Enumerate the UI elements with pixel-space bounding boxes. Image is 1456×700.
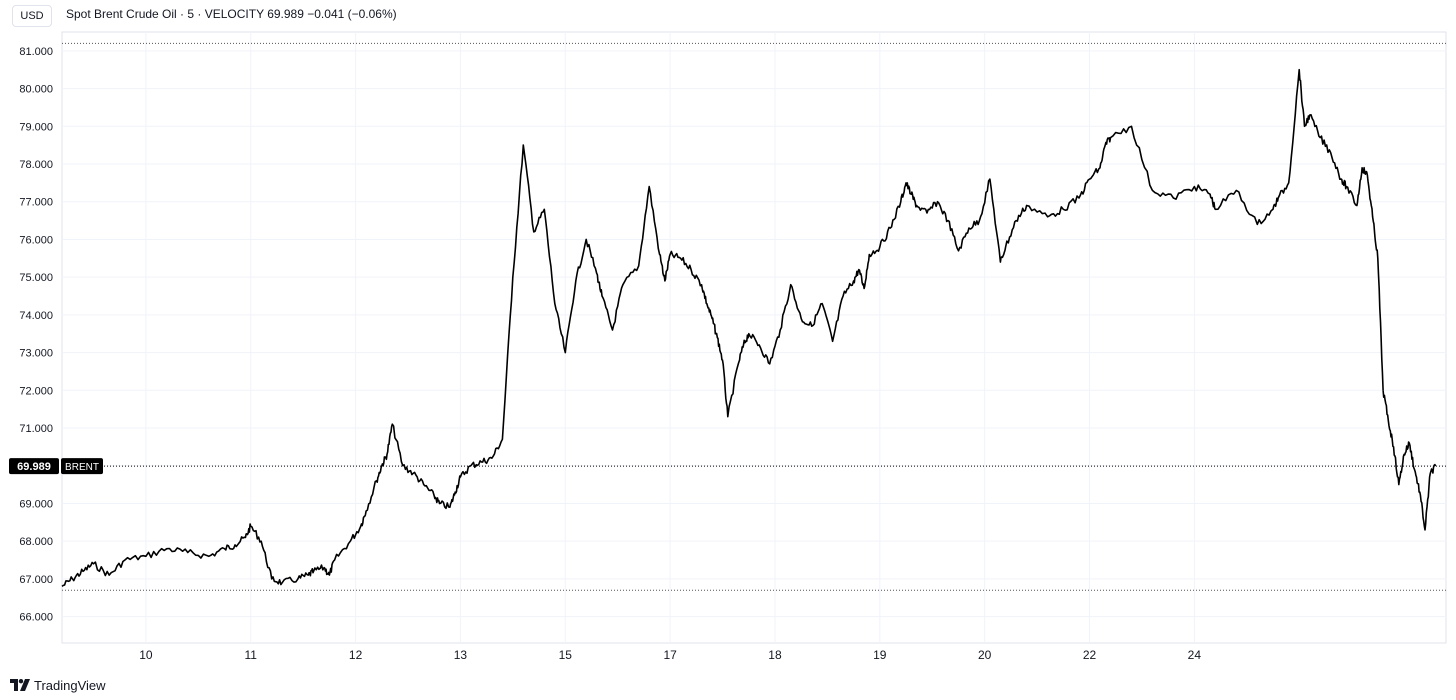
chart-header: USD Spot Brent Crude Oil · 5 · VELOCITY … (0, 0, 1456, 32)
x-tick-label: 20 (978, 648, 992, 662)
x-tick-label: 13 (454, 648, 468, 662)
x-tick-label: 12 (349, 648, 363, 662)
y-tick-label: 68.000 (19, 536, 53, 548)
y-tick-label: 67.000 (19, 574, 53, 586)
y-tick-label: 80.000 (19, 84, 53, 96)
tradingview-brand[interactable]: TradingView (10, 675, 106, 695)
x-tick-label: 10 (139, 648, 153, 662)
x-tick-label: 24 (1188, 648, 1202, 662)
y-tick-label: 73.000 (19, 348, 53, 360)
y-tick-label: 66.000 (19, 612, 53, 624)
legend-change: −0.041 (−0.06%) (307, 7, 397, 21)
legend-title: Spot Brent Crude Oil · 5 · VELOCITY (66, 7, 264, 21)
price-series-line (1382, 390, 1437, 531)
chart-legend: Spot Brent Crude Oil · 5 · VELOCITY 69.9… (66, 7, 397, 21)
y-tick-label: 77.000 (19, 197, 53, 209)
legend-value: 69.989 (267, 7, 304, 21)
y-tick-label: 76.000 (19, 234, 53, 246)
brand-label: TradingView (34, 677, 106, 693)
x-tick-label: 11 (244, 648, 257, 662)
y-tick-label: 69.000 (19, 498, 53, 510)
x-tick-label: 18 (768, 648, 782, 662)
price-tag-symbol: BRENT (65, 462, 99, 473)
y-tick-label: 72.000 (19, 385, 53, 397)
y-tick-label: 75.000 (19, 272, 53, 284)
tradingview-logo-icon (10, 679, 30, 691)
y-tick-label: 81.000 (19, 46, 53, 58)
currency-button[interactable]: USD (12, 5, 52, 27)
y-tick-label: 74.000 (19, 310, 53, 322)
x-tick-label: 17 (663, 648, 677, 662)
y-tick-label: 71.000 (19, 423, 53, 435)
y-tick-label: 79.000 (19, 121, 53, 133)
price-tag-symbol-box (61, 458, 103, 475)
price-tag-value-box (9, 458, 59, 475)
y-tick-label: 78.000 (19, 159, 53, 171)
x-tick-label: 15 (559, 648, 573, 662)
x-tick-label: 19 (873, 648, 887, 662)
price-tag-value: 69.989 (17, 461, 51, 473)
x-tick-label: 22 (1083, 648, 1097, 662)
price-series-line (61, 68, 1384, 588)
plot-border (61, 31, 1447, 644)
